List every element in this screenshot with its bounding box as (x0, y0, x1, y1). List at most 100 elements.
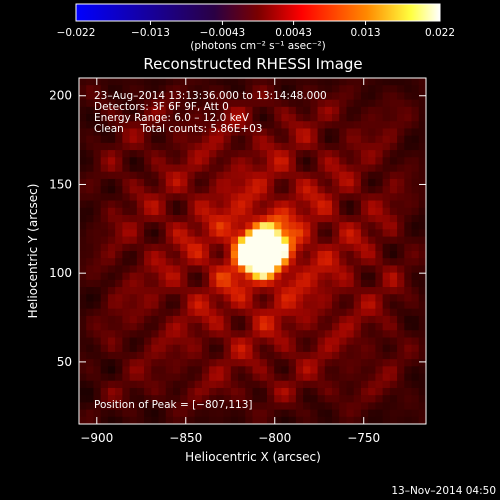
heatmap-cell (238, 409, 246, 418)
heatmap-cell (303, 337, 311, 346)
heatmap-cell (353, 366, 362, 375)
heatmap-cell (259, 308, 268, 317)
heatmap-cell (223, 251, 232, 259)
heatmap-cell (339, 243, 347, 252)
heatmap-cell (382, 251, 391, 259)
heatmap-cell (187, 236, 196, 245)
heatmap-cell (180, 416, 188, 424)
heatmap-cell (216, 236, 225, 245)
heatmap-cell (310, 323, 319, 331)
heatmap-cell (317, 351, 326, 360)
heatmap-cell (274, 323, 282, 331)
heatmap-cell (238, 359, 246, 367)
heatmap-cell (295, 150, 304, 158)
heatmap-cell (223, 85, 232, 93)
heatmap-cell (411, 222, 420, 230)
heatmap-cell (389, 279, 398, 288)
heatmap-cell (151, 128, 160, 137)
heatmap-cell (397, 315, 405, 324)
heatmap-cell (187, 330, 196, 338)
heatmap-cell (187, 106, 196, 115)
heatmap-cell (245, 207, 253, 216)
heatmap-cell (274, 164, 282, 173)
heatmap-cell (353, 186, 362, 194)
heatmap-cell (79, 416, 87, 424)
heatmap-cell (404, 164, 413, 173)
heatmap-cell (115, 308, 123, 317)
heatmap-cell (332, 301, 340, 310)
heatmap-cell (397, 178, 405, 187)
heatmap-cell (281, 344, 290, 353)
heatmap-cell (404, 387, 413, 396)
heatmap-cell (158, 186, 167, 194)
heatmap-cell (245, 243, 253, 252)
heatmap-cell (136, 272, 145, 281)
heatmap-cell (266, 344, 275, 353)
heatmap-cell (274, 99, 282, 108)
heatmap-cell (107, 164, 116, 173)
heatmap-cell (86, 92, 94, 101)
heatmap-cell (266, 301, 275, 310)
heatmap-cell (397, 279, 405, 288)
heatmap-cell (332, 106, 340, 115)
heatmap-cell (209, 344, 217, 353)
heatmap-cell (346, 99, 355, 108)
heatmap-cell (310, 337, 319, 346)
heatmap-cell (266, 236, 275, 245)
heatmap-cell (187, 380, 196, 389)
heatmap-cell (339, 395, 347, 403)
heatmap-cell (368, 251, 376, 259)
heatmap-cell (324, 142, 333, 151)
heatmap-cell (79, 171, 87, 180)
heatmap-cell (223, 128, 232, 137)
heatmap-cell (93, 402, 102, 411)
heatmap-cell (194, 359, 203, 367)
heatmap-cell (266, 207, 275, 216)
heatmap-cell (115, 265, 123, 274)
heatmap-cell (353, 301, 362, 310)
heatmap-cell (303, 359, 311, 367)
heatmap-cell (295, 251, 304, 259)
heatmap-cell (223, 214, 232, 223)
heatmap-cell (252, 121, 261, 129)
heatmap-cell (230, 99, 239, 108)
heatmap-cell (418, 150, 426, 158)
heatmap-cell (339, 287, 347, 295)
heatmap-cell (129, 387, 138, 396)
heatmap-cell (411, 272, 420, 281)
heatmap-cell (404, 178, 413, 187)
y-axis-label: Heliocentric Y (arcsec) (26, 184, 40, 319)
heatmap-cell (238, 114, 246, 122)
heatmap-cell (332, 229, 340, 238)
heatmap-cell (129, 279, 138, 288)
heatmap-cell (209, 308, 217, 317)
heatmap-cell (86, 193, 94, 202)
heatmap-cell (382, 308, 391, 317)
heatmap-cell (230, 337, 239, 346)
heatmap-cell (317, 200, 326, 209)
heatmap-cell (397, 323, 405, 331)
heatmap-cell (252, 229, 261, 238)
heatmap-cell (360, 164, 369, 173)
heatmap-cell (144, 200, 152, 209)
heatmap-cell (259, 337, 268, 346)
heatmap-cell (158, 92, 167, 101)
heatmap-cell (86, 315, 94, 324)
heatmap-cell (144, 351, 152, 360)
heatmap-cell (360, 359, 369, 367)
heatmap-cell (100, 164, 109, 173)
heatmap-cell (194, 402, 203, 411)
heatmap-cell (346, 344, 355, 353)
heatmap-cell (201, 92, 210, 101)
heatmap-cell (259, 222, 268, 230)
heatmap-cell (259, 330, 268, 338)
heatmap-cell (209, 99, 217, 108)
heatmap-cell (144, 294, 152, 302)
heatmap-cell (172, 308, 181, 317)
heatmap-cell (404, 402, 413, 411)
heatmap-cell (100, 308, 109, 317)
heatmap-cell (375, 359, 384, 367)
heatmap-cell (274, 380, 282, 389)
heatmap-cell (107, 193, 116, 202)
heatmap-cell (194, 243, 203, 252)
